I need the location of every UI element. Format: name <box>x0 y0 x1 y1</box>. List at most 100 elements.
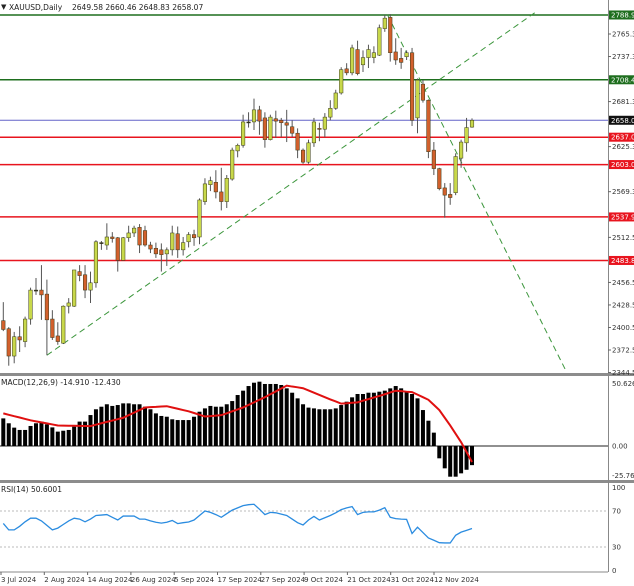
macd-histogram-bar <box>415 398 420 446</box>
rsi-axis-label: 0 <box>612 567 616 575</box>
bear-candle-body <box>175 233 180 251</box>
candle <box>469 118 475 128</box>
time-tick-label: 31 Oct 2024 <box>391 576 435 584</box>
bull-candle-body <box>366 49 371 58</box>
candle <box>224 175 229 209</box>
candle <box>366 44 371 69</box>
level-price-tag <box>609 132 634 142</box>
bull-candle-body <box>350 47 355 74</box>
bear-candle-body <box>262 117 267 140</box>
level-price-label: 2708.40 <box>611 76 634 84</box>
triangle-down-icon[interactable]: ▼ <box>1 3 7 11</box>
bull-candle-body <box>33 289 39 292</box>
macd-histogram-bar <box>393 386 398 446</box>
candle <box>50 310 55 340</box>
bear-candle-body <box>355 49 360 74</box>
macd-histogram-bar <box>279 385 284 446</box>
candle <box>17 326 22 353</box>
macd-histogram-bar <box>110 405 115 446</box>
macd-histogram-bar <box>197 411 202 446</box>
bear-candle-body <box>83 274 88 291</box>
macd-histogram-bar <box>115 405 120 446</box>
level-price-tag <box>609 115 634 125</box>
candle <box>61 305 66 344</box>
price-tick-label: 2512.50 <box>612 234 634 242</box>
bear-candle-body <box>295 132 300 151</box>
ohlc-readout: 2649.58 2660.46 2648.83 2658.07 <box>72 3 203 12</box>
macd-histogram-bar <box>50 427 55 446</box>
level-price-tag <box>609 255 634 265</box>
bear-candle-body <box>159 249 164 255</box>
price-tick-label: 2344.50 <box>612 369 634 377</box>
bear-candle-body <box>142 230 148 246</box>
bull-candle-body <box>93 241 99 284</box>
bear-candle-body <box>148 244 153 250</box>
candle <box>459 139 464 168</box>
macd-histogram-bar <box>246 386 251 446</box>
macd-histogram-bar <box>126 403 131 446</box>
candle <box>393 38 398 65</box>
macd-histogram-bar <box>284 388 289 446</box>
bull-candle-body <box>251 109 257 123</box>
macd-histogram-bar <box>453 446 458 477</box>
macd-histogram-bar <box>208 405 213 446</box>
price-tick-label: 2428.50 <box>612 301 634 309</box>
rsi-panel[interactable] <box>0 503 608 548</box>
macd-histogram-bar <box>333 408 338 446</box>
candle <box>388 14 393 62</box>
candle <box>377 24 382 56</box>
candle <box>251 98 257 130</box>
macd-panel[interactable] <box>0 381 608 477</box>
rsi-axis-label: 100 <box>612 484 625 492</box>
macd-histogram-bar <box>186 420 191 446</box>
candle <box>301 148 306 164</box>
candle <box>420 80 425 103</box>
bull-candle-body <box>208 180 213 185</box>
macd-histogram-bar <box>17 429 22 446</box>
candle <box>1 302 6 332</box>
bull-candle-body <box>121 237 126 261</box>
candle <box>306 139 311 164</box>
bull-candle-body <box>377 27 382 56</box>
level-price-tag <box>609 160 634 170</box>
macd-histogram-bar <box>410 393 415 446</box>
macd-histogram-bar <box>399 388 404 446</box>
bear-candle-body <box>442 187 447 196</box>
macd-histogram-bar <box>121 403 126 446</box>
candle <box>72 269 77 307</box>
bear-candle-body <box>420 83 425 101</box>
bear-candle-body <box>344 68 349 74</box>
price-panel[interactable] <box>0 10 608 373</box>
bull-candle-body <box>230 149 235 180</box>
bear-candle-body <box>1 320 6 330</box>
candle <box>426 99 431 159</box>
candle <box>442 183 447 218</box>
bear-candle-body <box>44 293 49 321</box>
level-price-label: 2658.07 <box>611 117 634 125</box>
bull-candle-body <box>464 127 469 144</box>
bear-candle-body <box>273 118 278 122</box>
bull-candle-body <box>28 289 33 320</box>
candle <box>66 298 71 314</box>
macd-histogram-bar <box>262 383 267 446</box>
price-tick-label: 2456.50 <box>612 279 634 287</box>
macd-histogram-bar <box>88 415 93 446</box>
candle <box>202 178 207 205</box>
macd-histogram-bar <box>1 418 6 446</box>
macd-histogram-bar <box>420 410 425 446</box>
candle <box>39 265 44 320</box>
candle <box>371 46 376 64</box>
candle <box>6 327 11 366</box>
bull-candle-body <box>339 69 344 94</box>
macd-histogram-bar <box>448 446 453 477</box>
time-tick-label: 14 Aug 2024 <box>88 576 133 584</box>
bear-candle-body <box>77 271 82 276</box>
candle <box>257 105 262 135</box>
bull-candle-body <box>202 183 207 202</box>
bull-candle-body <box>322 116 327 130</box>
bear-candle-body <box>290 126 295 134</box>
macd-histogram-bar <box>306 407 311 446</box>
candle <box>44 279 49 356</box>
macd-histogram-bar <box>344 401 349 446</box>
